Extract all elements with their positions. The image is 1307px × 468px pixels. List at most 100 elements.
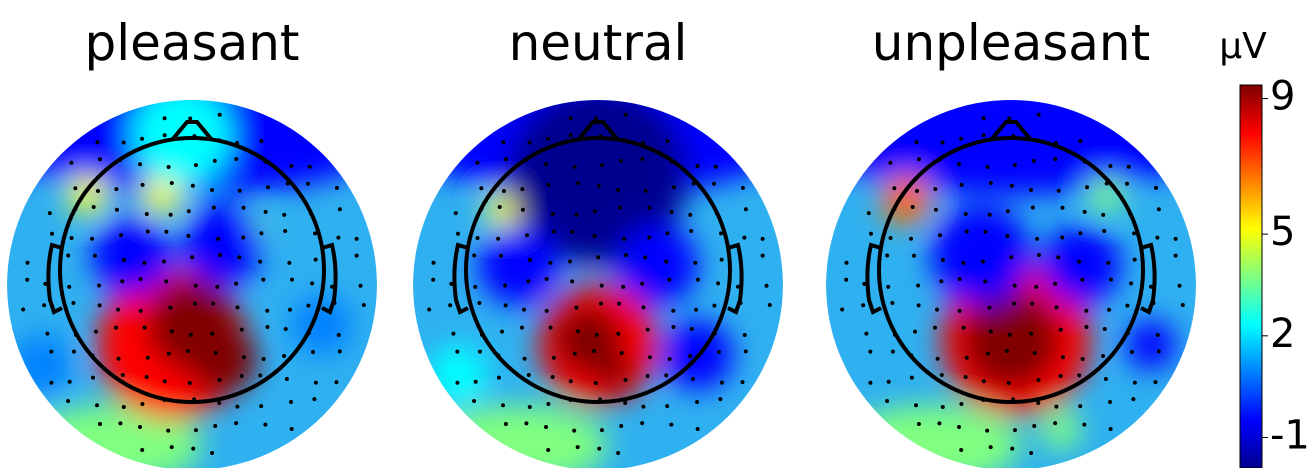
electrode (284, 376, 289, 381)
electrode (886, 284, 891, 289)
electrode (310, 281, 315, 286)
electrode (669, 209, 674, 214)
blob (187, 325, 257, 395)
electrode (259, 404, 264, 409)
electrode (546, 448, 551, 453)
electrode (71, 349, 76, 354)
electrode (643, 188, 648, 193)
electrode (95, 188, 100, 193)
electrode (210, 450, 215, 455)
electrode (1036, 378, 1041, 383)
electrode (964, 355, 969, 360)
electrode (306, 181, 311, 186)
electrode (336, 235, 341, 240)
electrode (1032, 424, 1037, 429)
electrode (890, 349, 895, 354)
electrode (1084, 308, 1089, 313)
electrode (892, 206, 897, 211)
electrode (885, 399, 890, 404)
electrode (261, 356, 266, 361)
electrode (1106, 260, 1111, 265)
electrode (914, 403, 919, 408)
blob (132, 100, 232, 185)
electrode (988, 445, 993, 450)
electrode (909, 375, 914, 380)
colorbar-tick-label: 9 (1270, 74, 1295, 120)
electrode (140, 136, 145, 141)
electrode (988, 181, 993, 186)
electrode (49, 380, 54, 385)
electrode (1156, 349, 1161, 354)
electrode (1060, 235, 1065, 240)
electrode (191, 446, 196, 451)
electrode (162, 116, 167, 121)
electrode (217, 378, 222, 383)
electrode (1030, 205, 1035, 210)
electrode (288, 307, 293, 312)
electrode (981, 379, 986, 384)
topomap (826, 100, 1196, 468)
electrode (916, 303, 921, 308)
electrode (866, 257, 871, 262)
electrode (550, 375, 555, 380)
electrode (981, 116, 986, 121)
electrode (641, 140, 646, 145)
electrode (1056, 255, 1061, 260)
electrode (25, 277, 30, 282)
head (464, 136, 732, 404)
electrode (740, 380, 745, 385)
electrode (215, 284, 220, 289)
electrode (892, 186, 897, 191)
electrode (640, 281, 645, 286)
electrode (592, 209, 597, 214)
electrode (712, 303, 717, 308)
electrode (1108, 163, 1113, 168)
electrode (1005, 349, 1010, 354)
electrode (524, 421, 529, 426)
electrode (1129, 281, 1134, 286)
electrode (599, 428, 604, 433)
electrode (985, 164, 990, 169)
electrode (330, 284, 335, 289)
electrode (983, 229, 988, 234)
electrode (121, 140, 126, 145)
electrode (1077, 373, 1082, 378)
electrode (114, 207, 119, 212)
electrode (140, 182, 145, 187)
electrode (985, 351, 990, 356)
blob (92, 215, 172, 295)
electrode (640, 421, 645, 426)
electrode (496, 353, 501, 358)
electrode (503, 303, 508, 308)
electrode (263, 422, 268, 427)
electrode (647, 205, 652, 210)
electrode (217, 253, 222, 258)
electrode (337, 349, 342, 354)
electrode (987, 212, 992, 217)
electrode (527, 404, 532, 409)
electrode (25, 260, 30, 265)
electrode (1035, 236, 1040, 241)
electrode (92, 253, 97, 258)
electrode (282, 212, 287, 217)
electrode (1036, 112, 1041, 117)
electrode (477, 349, 482, 354)
electrode (1036, 253, 1041, 258)
electrode (546, 136, 551, 141)
electrode (45, 331, 50, 336)
electrode (90, 353, 95, 358)
electrode (1108, 400, 1113, 405)
electrode (616, 450, 621, 455)
electrode (235, 140, 240, 145)
electrode (192, 301, 197, 306)
electrode (688, 212, 693, 217)
electrode (574, 305, 579, 310)
electrode (120, 279, 125, 284)
electrode (285, 181, 290, 186)
blob (826, 100, 1196, 195)
electrode (496, 236, 501, 241)
electrode (283, 327, 288, 332)
electrode (477, 301, 482, 306)
electrode (647, 355, 652, 360)
